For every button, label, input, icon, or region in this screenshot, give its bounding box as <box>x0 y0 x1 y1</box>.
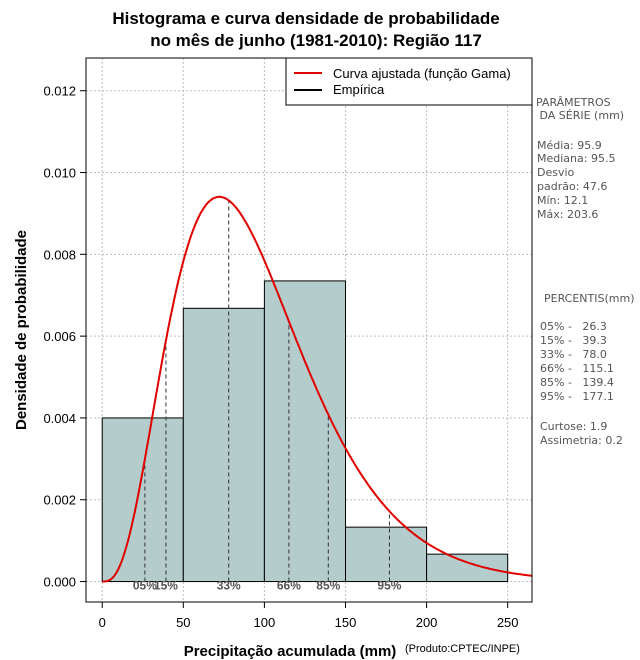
y-axis: 0.000 0.002 0.004 0.006 0.008 0.010 0.012 <box>43 84 86 590</box>
legend-label-gamma: Curva ajustada (função Gama) <box>333 66 511 81</box>
x-tick-label-4: 200 <box>416 615 438 630</box>
param-min: Mín: 12.1 <box>537 194 588 207</box>
percentile-label-1: 15% <box>154 579 178 593</box>
percentile-label-0: 05% <box>133 579 157 593</box>
percentil-15: 15% - 39.3 <box>540 334 607 347</box>
percentile-label-3: 66% <box>277 579 301 593</box>
chart-title-line-2: no mês de junho (1981-2010): Região 117 <box>150 31 482 50</box>
gamma-fit-curve <box>102 195 533 583</box>
y-tick-label-2: 0.004 <box>43 411 76 426</box>
y-axis-label: Densidade de probabilidade <box>13 230 30 430</box>
param-media: Média: 95.9 <box>537 139 602 152</box>
percentile-lines <box>144 200 390 582</box>
histogram-bar-2 <box>263 280 346 583</box>
y-tick-label-1: 0.002 <box>43 493 76 508</box>
credit-text: (Produto:CPTEC/INPE) <box>405 643 520 655</box>
percentile-labels: 05%15% 33% 66% 85% 95% <box>133 579 402 593</box>
percentil-33: 33% - 78.0 <box>540 348 607 361</box>
x-tick-label-0: 0 <box>99 615 106 630</box>
stat-assimetria: Assimetria: 0.2 <box>540 434 623 447</box>
percentil-85: 85% - 139.4 <box>540 376 614 389</box>
legend-label-empirica: Empírica <box>333 82 385 97</box>
x-tick-label-5: 250 <box>497 615 519 630</box>
histogram-bar-1 <box>182 307 265 583</box>
histogram-bar-3 <box>344 526 428 583</box>
chart-title-line-1: Histograma e curva densidade de probabil… <box>112 9 499 28</box>
params-title-line-2: DA SÉRIE (mm) <box>536 109 624 122</box>
histogram-bars <box>101 280 509 583</box>
param-desvio: Desvio <box>537 166 575 179</box>
percentil-05: 05% - 26.3 <box>540 320 607 333</box>
y-tick-label-6: 0.012 <box>43 84 76 99</box>
percentil-66: 66% - 115.1 <box>540 362 614 375</box>
percentil-95: 95% - 177.1 <box>540 390 614 403</box>
params-title-line-1: PARÂMETROS <box>536 96 611 109</box>
percentis-title: PERCENTIS(mm) <box>544 292 635 305</box>
percentile-label-5: 95% <box>377 579 401 593</box>
x-tick-label-2: 100 <box>254 615 276 630</box>
percentile-label-4: 85% <box>316 579 340 593</box>
x-axis: 0 50 100 150 200 250 <box>99 602 519 630</box>
y-tick-label-4: 0.008 <box>43 247 76 262</box>
histogram-bar-4 <box>426 553 509 583</box>
x-tick-label-3: 150 <box>335 615 357 630</box>
param-padrao: padrão: 47.6 <box>537 180 607 193</box>
param-mediana: Mediana: 95.5 <box>537 152 615 165</box>
percentile-label-2: 33% <box>217 579 241 593</box>
stat-curtose: Curtose: 1.9 <box>540 420 607 433</box>
x-axis-label: Precipitação acumulada (mm) <box>184 643 397 660</box>
histogram-bar-0 <box>101 417 184 583</box>
y-tick-label-3: 0.006 <box>43 329 76 344</box>
side-panel: PARÂMETROS DA SÉRIE (mm) Média: 95.9 Med… <box>536 96 635 447</box>
param-max: Máx: 203.6 <box>537 208 598 221</box>
legend: Curva ajustada (função Gama) Empírica <box>285 57 533 106</box>
x-tick-label-1: 50 <box>176 615 190 630</box>
y-tick-label-5: 0.010 <box>43 166 76 181</box>
y-tick-label-0: 0.000 <box>43 575 76 590</box>
legend-box <box>285 57 533 106</box>
